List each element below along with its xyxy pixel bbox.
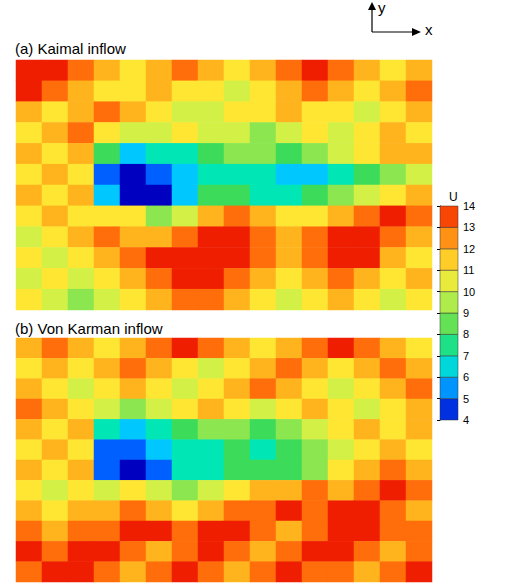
- svg-text:13: 13: [463, 221, 475, 233]
- svg-text:14: 14: [463, 200, 475, 212]
- svg-text:U: U: [449, 190, 458, 204]
- svg-text:5: 5: [463, 393, 469, 405]
- svg-text:8: 8: [463, 328, 469, 340]
- svg-text:11: 11: [463, 264, 474, 276]
- svg-text:(b) Von Karman inflow: (b) Von Karman inflow: [15, 320, 163, 337]
- svg-text:4: 4: [463, 414, 469, 426]
- svg-text:7: 7: [463, 350, 469, 362]
- svg-text:x: x: [425, 21, 433, 38]
- svg-text:10: 10: [463, 286, 475, 298]
- svg-text:12: 12: [463, 243, 475, 255]
- svg-text:6: 6: [463, 371, 469, 383]
- svg-text:9: 9: [463, 307, 469, 319]
- svg-text:y: y: [378, 0, 386, 16]
- svg-text:(a) Kaimal inflow: (a) Kaimal inflow: [15, 40, 126, 57]
